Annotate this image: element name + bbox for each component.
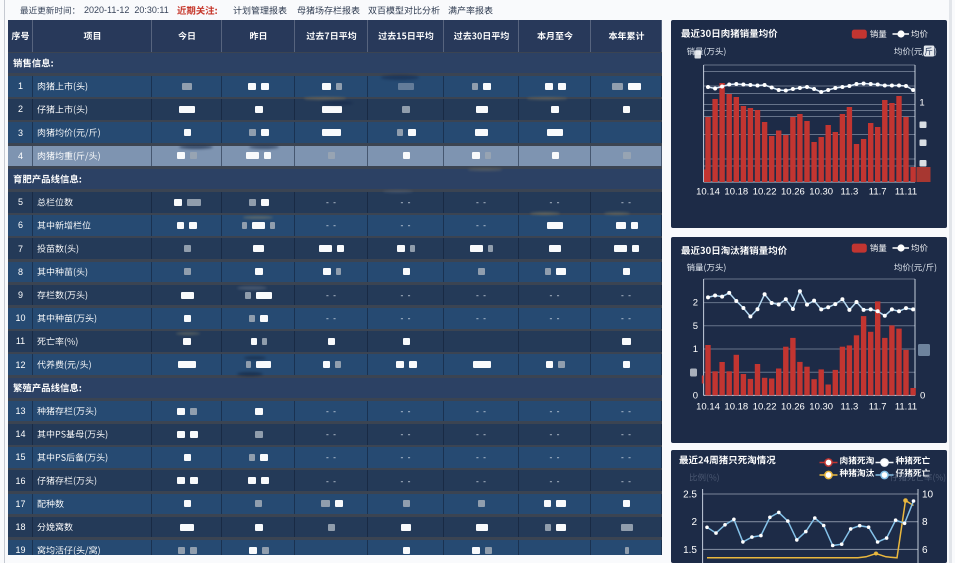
svg-text:10.22: 10.22 [753, 187, 777, 198]
svg-text:2: 2 [691, 517, 697, 528]
svg-text:2: 2 [693, 298, 698, 309]
svg-text:11.3: 11.3 [841, 187, 859, 198]
svg-text:5: 5 [693, 321, 698, 332]
svg-text:11.3: 11.3 [841, 402, 859, 413]
svg-text:10.18: 10.18 [724, 402, 748, 413]
svg-text:10.26: 10.26 [781, 402, 805, 413]
svg-text:11.7: 11.7 [869, 402, 887, 413]
svg-text:2.5: 2.5 [683, 490, 697, 501]
svg-text:1: 1 [919, 98, 924, 109]
svg-text:10: 10 [922, 490, 934, 501]
svg-text:6: 6 [922, 545, 928, 556]
svg-text:11.7: 11.7 [869, 187, 887, 198]
svg-text:10.26: 10.26 [781, 187, 805, 198]
svg-text:10.30: 10.30 [809, 402, 833, 413]
svg-text:1.5: 1.5 [683, 545, 697, 556]
svg-text:10.22: 10.22 [753, 402, 777, 413]
svg-text:8: 8 [922, 517, 928, 528]
svg-text:10.14: 10.14 [696, 402, 720, 413]
svg-text:0: 0 [693, 390, 698, 401]
svg-text:10.14: 10.14 [696, 187, 720, 198]
svg-text:11.11: 11.11 [895, 402, 917, 413]
svg-text:11.11: 11.11 [895, 187, 917, 198]
svg-text:0: 0 [920, 390, 925, 401]
svg-text:1: 1 [693, 344, 698, 355]
svg-text:10.30: 10.30 [809, 187, 833, 198]
svg-text:10.18: 10.18 [724, 187, 748, 198]
